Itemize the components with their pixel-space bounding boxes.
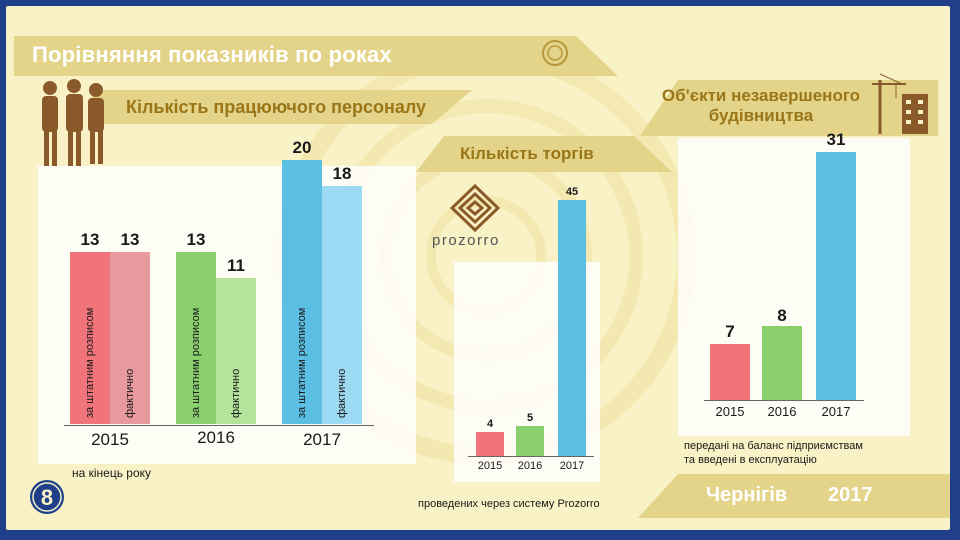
year-tenders-2017: 2017 bbox=[559, 460, 585, 472]
label-staff-2016-actual: фактично bbox=[230, 368, 242, 418]
crane-icon bbox=[872, 73, 928, 134]
number-eight-icon: 8 bbox=[30, 480, 64, 514]
bar-staff-2015-staff bbox=[70, 252, 110, 424]
bar-staff-2015-actual bbox=[110, 252, 150, 424]
svg-text:8: 8 bbox=[41, 485, 53, 510]
staff-title: Кількість працюючого персоналу bbox=[126, 97, 427, 117]
tenders-baseline bbox=[468, 456, 594, 457]
value-staff-2017-actual: 18 bbox=[332, 164, 352, 183]
prozorro-logo bbox=[449, 183, 501, 233]
footer-banner bbox=[638, 474, 950, 518]
year-construction-2016: 2016 bbox=[767, 404, 797, 419]
year-staff-2015: 2015 bbox=[91, 430, 129, 449]
value-tenders-2015: 4 bbox=[486, 418, 494, 430]
bar-tenders-2016 bbox=[516, 426, 544, 456]
value-staff-2016-staff: 13 bbox=[186, 230, 206, 249]
year-construction-2017: 2017 bbox=[821, 404, 851, 419]
page-title: Порівняння показників по роках bbox=[32, 42, 392, 67]
staff-banner bbox=[92, 90, 472, 124]
header-banner bbox=[14, 36, 618, 76]
construction-baseline bbox=[704, 400, 864, 401]
value-staff-2016-actual: 11 bbox=[227, 256, 245, 275]
construction-banner bbox=[640, 80, 938, 136]
tenders-banner bbox=[416, 136, 672, 172]
value-construction-2015: 7 bbox=[725, 322, 735, 341]
value-construction-2017: 31 bbox=[826, 130, 846, 149]
bar-tenders-2017 bbox=[558, 200, 586, 456]
construction-title-line2: будівництва bbox=[708, 106, 814, 125]
label-staff-2015-staff: за штатним розписом bbox=[84, 307, 96, 418]
tenders-title: Кількість торгів bbox=[460, 144, 594, 163]
value-construction-2016: 8 bbox=[777, 306, 787, 325]
bar-staff-2016-actual bbox=[216, 278, 256, 424]
label-staff-2017-actual: фактично bbox=[336, 368, 348, 418]
value-tenders-2017: 45 bbox=[565, 186, 579, 198]
bar-staff-2017-actual bbox=[322, 186, 362, 424]
year-staff-2016: 2016 bbox=[197, 428, 235, 447]
staff-note: на кінець року bbox=[72, 466, 152, 480]
bar-construction-2016 bbox=[762, 326, 802, 400]
people-icon bbox=[42, 79, 104, 166]
slide-frame: Порівняння показників по роках Кількість… bbox=[6, 6, 950, 530]
footer-city: Чернігів bbox=[706, 484, 788, 506]
value-staff-2015-staff: 13 bbox=[80, 230, 100, 249]
bar-tenders-2015 bbox=[476, 432, 504, 456]
label-staff-2017-staff: за штатним розписом bbox=[296, 307, 308, 418]
bar-construction-2017 bbox=[816, 152, 856, 400]
year-staff-2017: 2017 bbox=[303, 430, 341, 449]
year-tenders-2015: 2015 bbox=[477, 460, 503, 472]
emblem-icon bbox=[542, 40, 568, 66]
label-staff-2016-staff: за штатним розписом bbox=[190, 307, 202, 418]
prozorro-text: prozorro bbox=[432, 232, 500, 249]
value-tenders-2016: 5 bbox=[526, 412, 534, 424]
bar-construction-2015 bbox=[710, 344, 750, 400]
value-staff-2017-staff: 20 bbox=[292, 138, 312, 157]
construction-note-line1: передані на баланс підприємствам bbox=[684, 440, 863, 452]
construction-title-line1: Об'єкти незавершеного bbox=[661, 86, 861, 105]
bar-staff-2016-staff bbox=[176, 252, 216, 424]
staff-baseline bbox=[64, 425, 374, 426]
label-staff-2015-actual: фактично bbox=[124, 368, 136, 418]
bar-staff-2017-staff bbox=[282, 160, 322, 424]
year-tenders-2016: 2016 bbox=[517, 460, 543, 472]
footer-year: 2017 bbox=[828, 484, 873, 506]
value-staff-2015-actual: 13 bbox=[120, 230, 140, 249]
tenders-note: проведених через систему Prozorro bbox=[418, 498, 600, 510]
construction-note-line2: та введені в експлуатацію bbox=[684, 454, 817, 466]
year-construction-2015: 2015 bbox=[715, 404, 745, 419]
